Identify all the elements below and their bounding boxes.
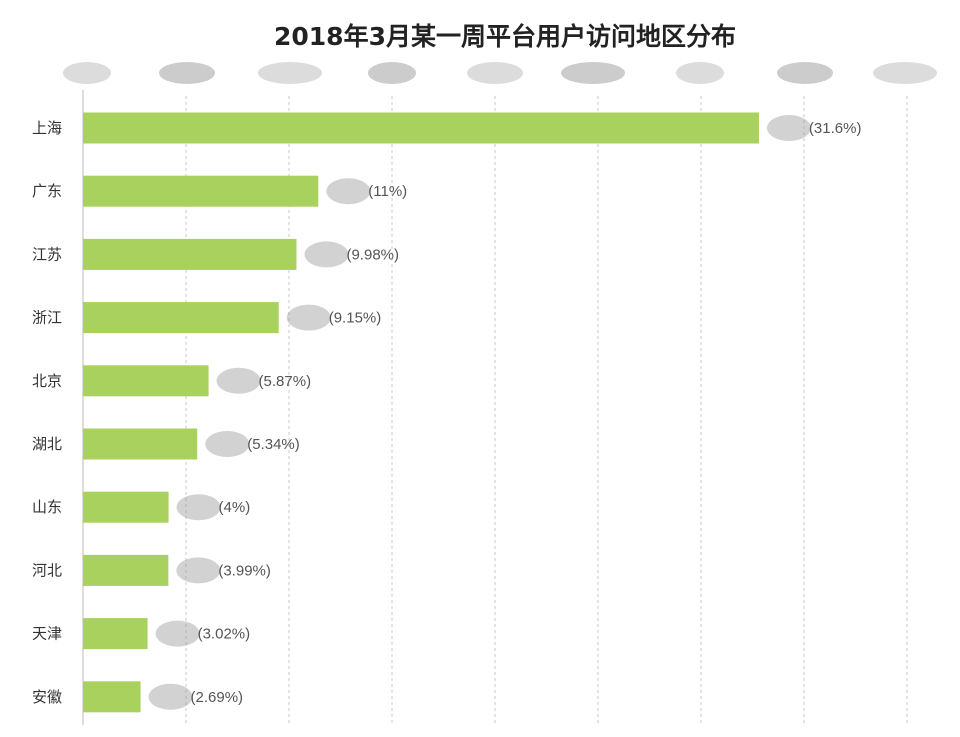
value-label: (31.6%) bbox=[809, 120, 862, 137]
bar bbox=[83, 554, 169, 586]
obscured-value-prefix bbox=[766, 115, 811, 141]
bar bbox=[83, 428, 198, 460]
category-label: 山东 bbox=[32, 498, 62, 516]
value-label: (5.34%) bbox=[247, 436, 300, 453]
obscured-value-prefix bbox=[155, 620, 200, 647]
value-label: (2.69%) bbox=[191, 689, 244, 706]
category-label: 广东 bbox=[32, 182, 62, 200]
obscured-value-prefix bbox=[176, 494, 221, 521]
obscured-value-prefix bbox=[148, 683, 193, 710]
category-label: 上海 bbox=[32, 119, 62, 137]
value-label: (9.15%) bbox=[329, 310, 382, 327]
value-label: (11%) bbox=[368, 183, 407, 200]
obscured-value-prefix bbox=[216, 367, 261, 394]
obscured-header-mark bbox=[676, 62, 724, 84]
obscured-header-mark bbox=[467, 62, 523, 84]
obscured-header-mark bbox=[873, 62, 937, 84]
category-label: 天津 bbox=[32, 625, 62, 643]
obscured-value-prefix bbox=[205, 431, 250, 457]
bar bbox=[83, 365, 209, 397]
value-label: (3.99%) bbox=[218, 562, 271, 579]
bar bbox=[83, 491, 169, 523]
value-labels: (31.6%) (11%) (9.98%) (9.15%) (5.87%) (5.34%)… bbox=[191, 120, 862, 706]
obscured-labels bbox=[63, 62, 937, 710]
obscured-value-prefix bbox=[176, 557, 221, 584]
bar bbox=[83, 112, 759, 144]
bar bbox=[83, 175, 319, 207]
bars bbox=[83, 112, 759, 713]
category-label: 河北 bbox=[32, 561, 62, 579]
obscured-header-mark bbox=[561, 62, 625, 84]
obscured-header-mark bbox=[63, 62, 111, 84]
obscured-value-prefix bbox=[304, 241, 349, 268]
obscured-value-prefix bbox=[326, 178, 371, 205]
bar bbox=[83, 618, 148, 650]
bar bbox=[83, 238, 297, 270]
value-label: (4%) bbox=[219, 499, 251, 516]
chart-title: 2018年3月某一周平台用户访问地区分布 bbox=[274, 22, 736, 51]
value-label: (3.02%) bbox=[198, 626, 251, 643]
obscured-header-mark bbox=[159, 62, 215, 84]
category-label: 北京 bbox=[32, 372, 62, 390]
category-label: 江苏 bbox=[32, 245, 62, 263]
value-label: (9.98%) bbox=[346, 246, 399, 263]
bar bbox=[83, 302, 279, 334]
category-label: 湖北 bbox=[32, 435, 62, 453]
obscured-value-prefix bbox=[286, 304, 331, 331]
category-label: 浙江 bbox=[32, 309, 62, 327]
obscured-header-mark bbox=[368, 62, 416, 84]
bar bbox=[83, 681, 141, 713]
obscured-header-mark bbox=[777, 62, 833, 84]
value-label: (5.87%) bbox=[259, 373, 312, 390]
obscured-header-mark bbox=[258, 62, 322, 84]
category-label: 安徽 bbox=[32, 688, 62, 706]
